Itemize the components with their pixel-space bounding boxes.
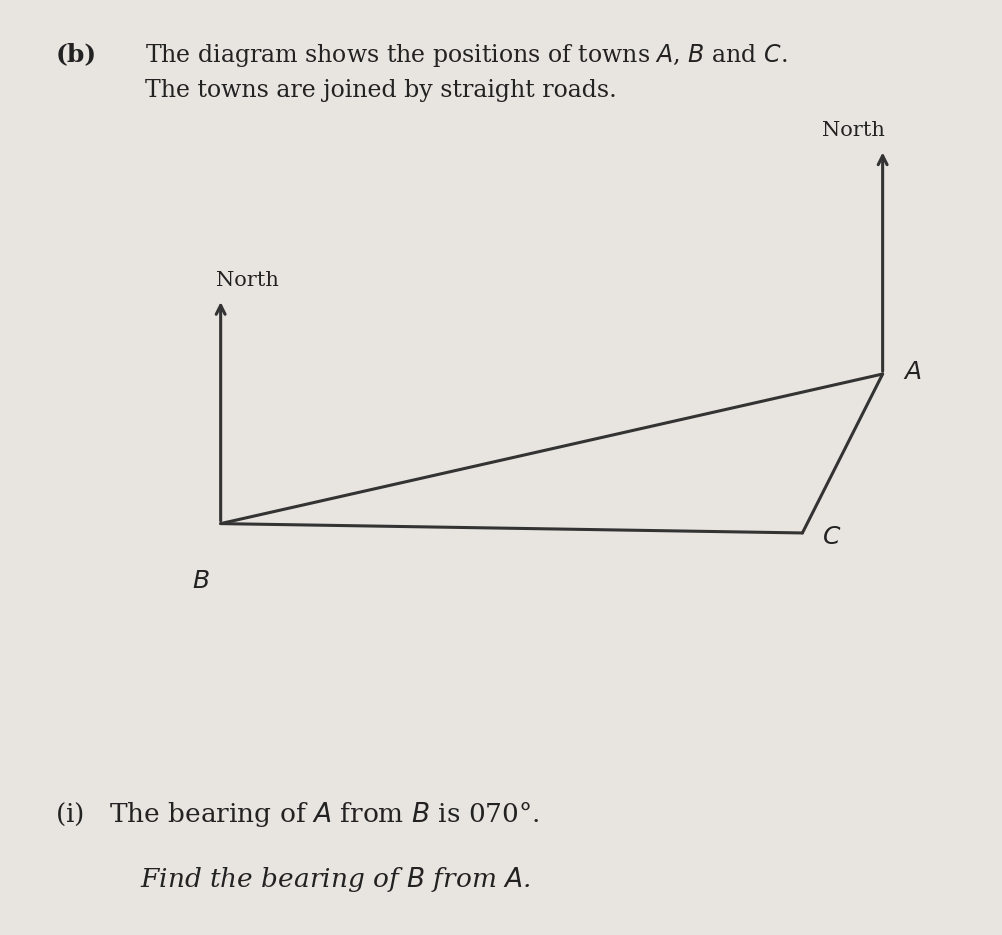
Text: The towns are joined by straight roads.: The towns are joined by straight roads.: [145, 79, 616, 103]
Text: Find the bearing of $B$ from $A$.: Find the bearing of $B$ from $A$.: [140, 865, 531, 894]
Text: North: North: [822, 122, 885, 140]
Text: $A$: $A$: [902, 361, 921, 383]
Text: $C$: $C$: [822, 526, 841, 549]
Text: North: North: [215, 271, 279, 290]
Text: (i)   The bearing of $A$ from $B$ is 070°.: (i) The bearing of $A$ from $B$ is 070°.: [55, 799, 539, 829]
Text: $B$: $B$: [191, 570, 209, 594]
Text: The diagram shows the positions of towns $A$, $B$ and $C$.: The diagram shows the positions of towns…: [145, 42, 787, 69]
Text: (b): (b): [55, 42, 96, 66]
